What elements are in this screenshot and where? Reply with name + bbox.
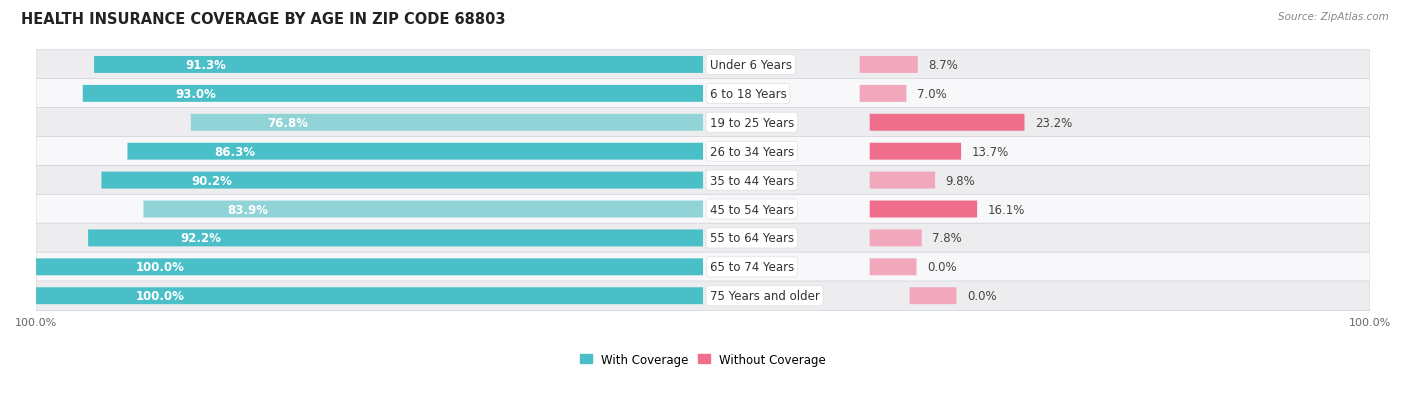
Text: 0.0%: 0.0% <box>927 261 956 274</box>
Text: Under 6 Years: Under 6 Years <box>710 59 792 72</box>
Text: 65 to 74 Years: 65 to 74 Years <box>710 261 794 274</box>
Text: 100.0%: 100.0% <box>136 261 186 274</box>
FancyBboxPatch shape <box>870 143 962 160</box>
FancyBboxPatch shape <box>37 137 1369 166</box>
Text: 90.2%: 90.2% <box>191 174 232 187</box>
FancyBboxPatch shape <box>859 57 918 74</box>
Text: 8.7%: 8.7% <box>928 59 957 72</box>
FancyBboxPatch shape <box>89 230 703 247</box>
Text: 6 to 18 Years: 6 to 18 Years <box>710 88 786 101</box>
FancyBboxPatch shape <box>37 195 1369 224</box>
Text: 19 to 25 Years: 19 to 25 Years <box>710 116 794 129</box>
FancyBboxPatch shape <box>37 79 1369 109</box>
Legend: With Coverage, Without Coverage: With Coverage, Without Coverage <box>579 353 827 366</box>
FancyBboxPatch shape <box>870 230 922 247</box>
Text: 23.2%: 23.2% <box>1035 116 1073 129</box>
FancyBboxPatch shape <box>143 201 703 218</box>
Text: 0.0%: 0.0% <box>967 290 997 302</box>
FancyBboxPatch shape <box>37 166 1369 195</box>
FancyBboxPatch shape <box>910 287 956 304</box>
Text: 93.0%: 93.0% <box>176 88 217 101</box>
Text: 16.1%: 16.1% <box>988 203 1025 216</box>
FancyBboxPatch shape <box>870 259 917 275</box>
Text: 9.8%: 9.8% <box>946 174 976 187</box>
FancyBboxPatch shape <box>37 108 1369 138</box>
Text: 45 to 54 Years: 45 to 54 Years <box>710 203 794 216</box>
FancyBboxPatch shape <box>37 259 703 275</box>
Text: 76.8%: 76.8% <box>267 116 309 129</box>
Text: 13.7%: 13.7% <box>972 145 1010 158</box>
Text: 7.0%: 7.0% <box>917 88 946 101</box>
Text: 55 to 64 Years: 55 to 64 Years <box>710 232 794 245</box>
FancyBboxPatch shape <box>37 51 1369 80</box>
FancyBboxPatch shape <box>37 287 703 304</box>
Text: 35 to 44 Years: 35 to 44 Years <box>710 174 794 187</box>
FancyBboxPatch shape <box>37 223 1369 253</box>
FancyBboxPatch shape <box>83 85 703 102</box>
Text: 7.8%: 7.8% <box>932 232 962 245</box>
FancyBboxPatch shape <box>870 172 935 189</box>
FancyBboxPatch shape <box>37 252 1369 282</box>
Text: 91.3%: 91.3% <box>186 59 226 72</box>
FancyBboxPatch shape <box>101 172 703 189</box>
Text: 92.2%: 92.2% <box>180 232 221 245</box>
FancyBboxPatch shape <box>191 114 703 131</box>
FancyBboxPatch shape <box>128 143 703 160</box>
FancyBboxPatch shape <box>870 114 1025 131</box>
Text: 100.0%: 100.0% <box>136 290 186 302</box>
Text: Source: ZipAtlas.com: Source: ZipAtlas.com <box>1278 12 1389 22</box>
Text: 83.9%: 83.9% <box>228 203 269 216</box>
FancyBboxPatch shape <box>870 201 977 218</box>
FancyBboxPatch shape <box>37 281 1369 311</box>
Text: 86.3%: 86.3% <box>214 145 254 158</box>
Text: 26 to 34 Years: 26 to 34 Years <box>710 145 794 158</box>
FancyBboxPatch shape <box>859 85 907 102</box>
FancyBboxPatch shape <box>94 57 703 74</box>
Text: HEALTH INSURANCE COVERAGE BY AGE IN ZIP CODE 68803: HEALTH INSURANCE COVERAGE BY AGE IN ZIP … <box>21 12 506 27</box>
Text: 75 Years and older: 75 Years and older <box>710 290 820 302</box>
